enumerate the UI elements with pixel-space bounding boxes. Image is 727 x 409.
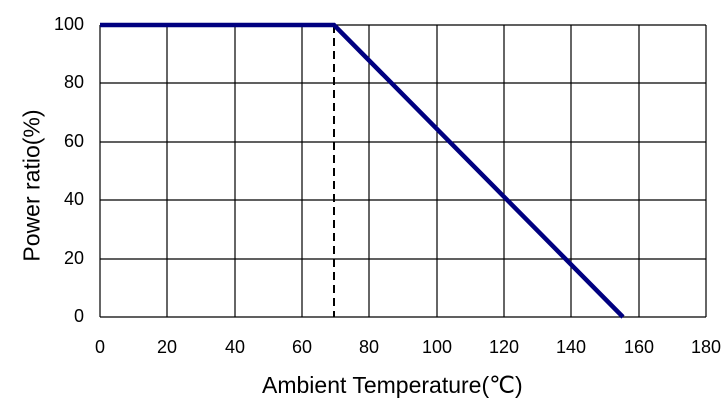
x-tick: 160 [623, 337, 655, 357]
x-tick: 20 [156, 337, 178, 357]
x-tick: 100 [421, 337, 453, 357]
derating-curve [100, 22, 625, 319]
y-tick: 60 [63, 131, 84, 151]
y-tick: 100 [53, 14, 84, 34]
y-tick: 0 [73, 306, 84, 326]
y-axis-label: Power ratio(%) [18, 109, 45, 262]
y-tick: 40 [63, 189, 84, 209]
x-tick: 40 [224, 337, 246, 357]
y-tick: 80 [63, 72, 84, 92]
x-tick: 60 [291, 337, 313, 357]
x-axis-label: Ambient Temperature(℃) [262, 372, 523, 398]
x-tick: 80 [358, 337, 380, 357]
y-tick: 20 [63, 248, 84, 268]
x-tick: 120 [488, 337, 520, 357]
x-tick: 140 [555, 337, 587, 357]
x-tick: 180 [690, 337, 722, 357]
x-tick: 0 [94, 337, 105, 357]
